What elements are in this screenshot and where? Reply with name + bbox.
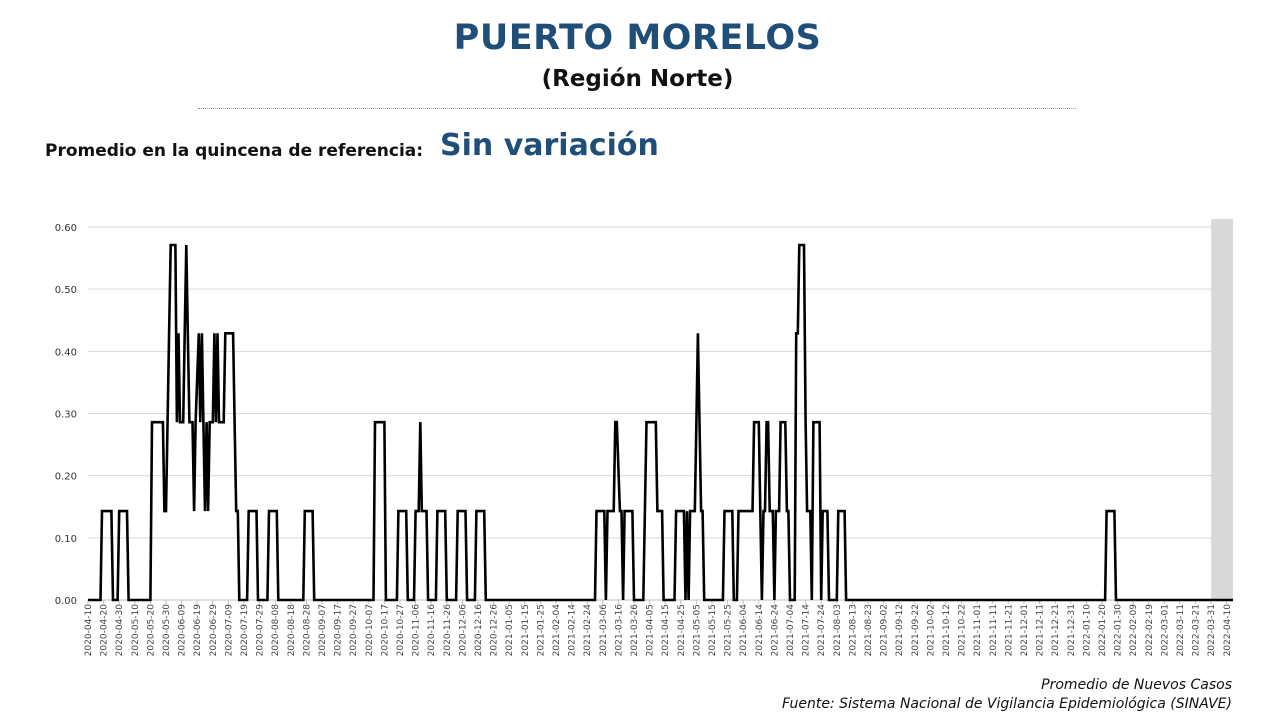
shaded-region (1211, 219, 1233, 600)
x-tick-label: 2022-03-01 (1160, 604, 1170, 656)
reference-value: Sin variación (440, 128, 659, 163)
page-subtitle: (Región Norte) (541, 66, 734, 92)
x-tick-label: 2021-11-11 (989, 604, 999, 656)
x-tick-label: 2022-03-21 (1192, 604, 1202, 656)
x-tick-label: 2020-06-19 (193, 604, 203, 657)
x-tick-label: 2021-02-04 (552, 604, 562, 657)
x-tick-label: 2022-03-11 (1176, 604, 1186, 656)
x-tick-label: 2020-05-30 (162, 604, 172, 657)
y-tick-label: 0.20 (55, 472, 77, 483)
series-line (88, 243, 1233, 602)
x-tick-label: 2020-12-16 (474, 604, 484, 657)
x-tick-label: 2020-07-19 (240, 604, 250, 657)
x-tick-label: 2020-10-17 (380, 604, 390, 656)
x-tick-label: 2021-01-15 (521, 604, 531, 656)
x-tick-label: 2021-08-13 (848, 604, 858, 656)
y-tick-label: 0.30 (55, 410, 77, 421)
y-tick-label: 0.50 (55, 285, 77, 296)
x-tick-label: 2021-12-01 (1020, 604, 1030, 656)
source-caption: Fuente: Sistema Nacional de Vigilancia E… (782, 696, 1232, 712)
x-tick-label: 2021-06-04 (739, 604, 749, 657)
x-tick-label: 2021-03-06 (599, 604, 609, 657)
x-tick-label: 2021-02-14 (568, 604, 578, 657)
x-tick-label: 2021-11-21 (1004, 604, 1014, 656)
x-tick-label: 2021-07-14 (802, 604, 812, 657)
x-tick-label: 2020-09-17 (334, 604, 344, 656)
x-tick-label: 2021-07-24 (817, 604, 827, 657)
x-tick-label: 2021-12-11 (1036, 604, 1046, 656)
y-tick-label: 0.10 (55, 534, 77, 545)
x-tick-label: 2021-01-25 (536, 604, 546, 656)
x-tick-label: 2022-02-09 (1129, 604, 1139, 657)
x-tick-label: 2020-08-28 (302, 604, 312, 657)
x-tick-label: 2021-01-05 (505, 604, 515, 656)
x-tick-label: 2021-04-05 (646, 604, 656, 656)
series-caption: Promedio de Nuevos Casos (1041, 677, 1232, 693)
x-tick-label: 2021-05-05 (692, 604, 702, 656)
x-tick-label: 2020-12-06 (458, 604, 468, 657)
x-tick-label: 2021-12-21 (1051, 604, 1061, 656)
x-tick-label: 2021-06-14 (755, 604, 765, 657)
x-tick-label: 2021-06-24 (770, 604, 780, 657)
x-tick-label: 2022-02-19 (1145, 604, 1155, 657)
x-tick-label: 2021-04-25 (677, 604, 687, 656)
x-tick-label: 2021-11-01 (973, 604, 983, 656)
title-divider (198, 108, 1076, 109)
x-tick-label: 2020-07-29 (256, 604, 266, 657)
x-tick-label: 2021-08-23 (864, 604, 874, 656)
x-tick-label: 2021-03-26 (630, 604, 640, 657)
x-tick-label: 2021-04-15 (661, 604, 671, 656)
x-tick-label: 2020-07-09 (224, 604, 234, 657)
x-tick-label: 2020-10-07 (365, 604, 375, 656)
x-tick-label: 2022-01-20 (1098, 604, 1108, 657)
x-tick-label: 2020-11-06 (412, 604, 422, 657)
x-tick-label: 2021-09-02 (880, 604, 890, 656)
x-tick-label: 2021-12-31 (1067, 604, 1077, 656)
x-tick-label: 2021-10-22 (958, 604, 968, 656)
x-tick-label: 2020-05-10 (131, 604, 141, 657)
x-tick-label: 2021-10-12 (942, 604, 952, 656)
y-tick-label: 0.00 (55, 596, 77, 607)
x-tick-label: 2020-12-26 (490, 604, 500, 657)
x-tick-label: 2020-04-10 (84, 604, 94, 657)
x-tick-label: 2020-08-08 (271, 604, 281, 657)
x-tick-label: 2020-11-26 (443, 604, 453, 657)
x-tick-label: 2021-07-04 (786, 604, 796, 657)
x-tick-label: 2022-01-10 (1082, 604, 1092, 657)
x-tick-label: 2020-09-27 (349, 604, 359, 656)
x-tick-label: 2020-04-30 (115, 604, 125, 657)
x-tick-label: 2020-05-20 (146, 604, 156, 657)
x-tick-label: 2020-04-20 (100, 604, 110, 657)
x-tick-label: 2021-08-03 (833, 604, 843, 656)
x-tick-label: 2020-08-18 (287, 604, 297, 657)
y-tick-label: 0.60 (55, 223, 77, 234)
x-tick-label: 2021-05-25 (724, 604, 734, 656)
x-tick-label: 2020-09-07 (318, 604, 328, 656)
x-tick-label: 2021-09-12 (895, 604, 905, 656)
x-tick-label: 2022-03-31 (1207, 604, 1217, 656)
x-tick-label: 2021-09-22 (911, 604, 921, 656)
y-tick-label: 0.40 (55, 347, 77, 358)
x-tick-label: 2020-06-09 (178, 604, 188, 657)
page-title: PUERTO MORELOS (453, 18, 822, 58)
x-tick-label: 2020-10-27 (396, 604, 406, 656)
x-tick-label: 2020-06-29 (209, 604, 219, 657)
x-tick-label: 2020-11-16 (427, 604, 437, 657)
x-tick-label: 2021-02-24 (583, 604, 593, 657)
x-tick-label: 2022-04-10 (1223, 604, 1233, 657)
x-tick-label: 2021-03-16 (614, 604, 624, 657)
reference-label: Promedio en la quincena de referencia: (45, 141, 424, 161)
x-tick-label: 2022-01-30 (1114, 604, 1124, 657)
x-tick-label: 2021-05-15 (708, 604, 718, 656)
x-tick-label: 2021-10-02 (926, 604, 936, 656)
